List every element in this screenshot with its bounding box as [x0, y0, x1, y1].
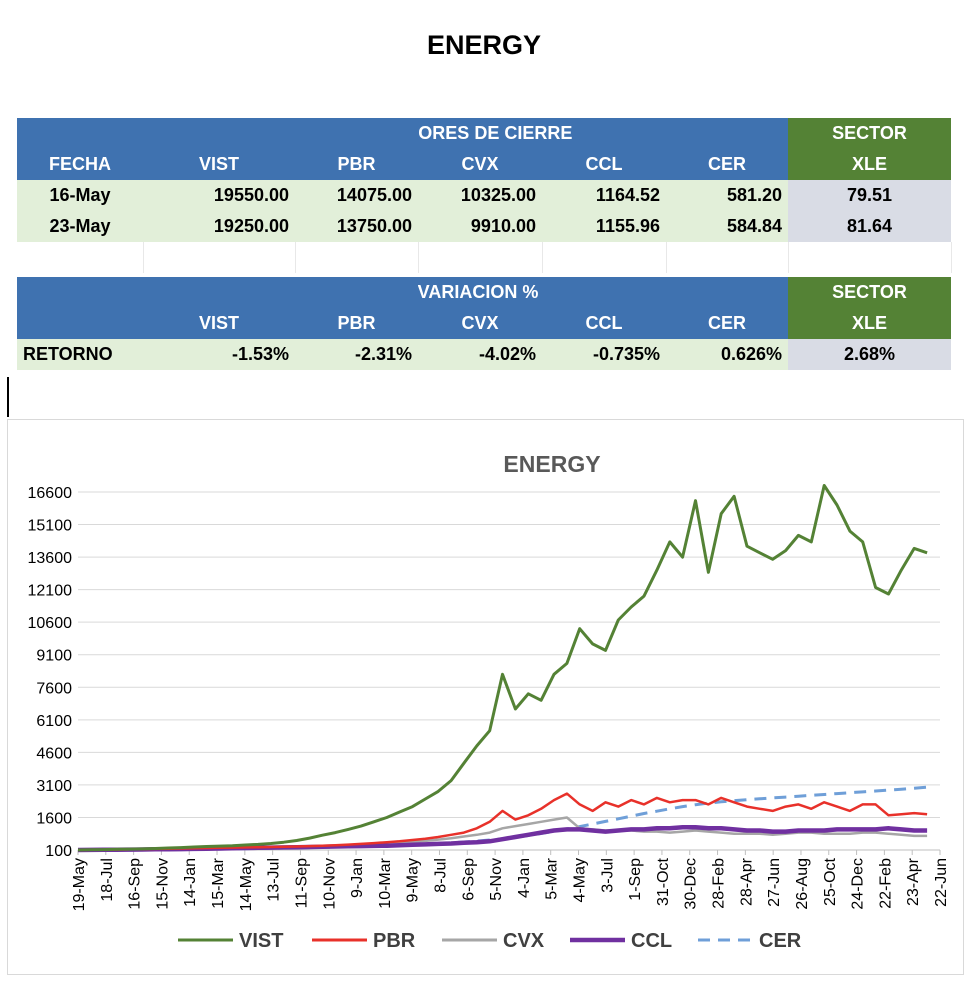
sector-header: SECTOR	[788, 118, 951, 149]
cell-xle: 79.51	[788, 180, 951, 211]
cell-xle: 81.64	[788, 211, 951, 242]
x-tick-label: 14-May	[238, 858, 255, 911]
cell-pbr: -2.31%	[295, 339, 418, 370]
cell-cvx: -4.02%	[418, 339, 542, 370]
col-vist: VIST	[143, 308, 295, 339]
col-cvx: CVX	[418, 149, 542, 180]
x-tick-label: 13-Jul	[266, 858, 283, 902]
table-row: RETORNO -1.53% -2.31% -4.02% -0.735% 0.6…	[17, 339, 951, 370]
y-tick-label: 9100	[36, 648, 72, 665]
x-tick-label: 22-Feb	[877, 858, 894, 909]
y-tick-label: 4600	[36, 745, 72, 762]
cell-cvx: 10325.00	[418, 180, 542, 211]
cell-vist: -1.53%	[143, 339, 295, 370]
x-tick-label: 4-May	[572, 858, 589, 902]
x-tick-label: 16-Sep	[127, 858, 144, 910]
energy-chart: ENERGY 100 1600 3100 4600 6100 7600 9100 10600 1…	[7, 419, 964, 975]
y-tick-label: 7600	[36, 680, 72, 697]
x-tick-label: 22-Jun	[933, 858, 950, 907]
y-tick-label: 100	[45, 843, 72, 860]
x-tick-label: 26-Aug	[794, 858, 811, 910]
chart-title: ENERGY	[503, 451, 600, 477]
sector-xle: XLE	[788, 149, 951, 180]
cell-fecha: 23-May	[17, 211, 143, 242]
col-ccl: CCL	[542, 149, 666, 180]
legend-label-cer: CER	[759, 930, 802, 952]
col-pbr: PBR	[295, 308, 418, 339]
legend-label-vist: VIST	[239, 930, 283, 952]
group-header-variation: VARIACION %	[418, 277, 666, 308]
x-tick-label: 11-Sep	[293, 858, 310, 909]
y-tick-label: 3100	[36, 778, 72, 795]
x-tick-label: 28-Feb	[711, 858, 728, 909]
group-header-closing: VALORES DE CIERRE	[418, 118, 666, 149]
table-row: 23-May 19250.00 13750.00 9910.00 1155.96…	[17, 211, 951, 242]
x-tick-label: 14-Jan	[182, 858, 199, 907]
x-tick-label: 15-Mar	[210, 857, 227, 908]
cell-vist: 19550.00	[143, 180, 295, 211]
table-row: 16-May 19550.00 14075.00 10325.00 1164.5…	[17, 180, 951, 211]
x-tick-label: 3-Jul	[599, 858, 616, 893]
y-tick-label: 1600	[36, 810, 72, 827]
col-cer: CER	[666, 308, 788, 339]
x-tick-label: 1-Sep	[627, 858, 644, 901]
text-cursor	[7, 377, 9, 417]
cell-cer: 581.20	[666, 180, 788, 211]
col-vist: VIST	[143, 149, 295, 180]
series-line-vist	[77, 484, 928, 852]
sector-xle: XLE	[788, 308, 951, 339]
x-tick-label: 18-Jul	[99, 858, 116, 902]
x-tick-label: 23-Apr	[905, 857, 922, 906]
col-pbr: PBR	[295, 149, 418, 180]
y-tick-label: 10600	[28, 615, 73, 632]
series-line-pbr	[77, 792, 928, 852]
closing-values-table: VALORES DE CIERRE SECTOR FECHA VIST PBR …	[17, 118, 952, 273]
page-title: ENERGY	[426, 30, 542, 60]
x-tick-label: 10-Nov	[321, 858, 338, 910]
y-tick-label: 6100	[36, 713, 72, 730]
x-tick-label: 25-Oct	[822, 857, 839, 906]
x-tick-label: 8-Jul	[432, 858, 449, 893]
x-tick-label: 27-Jun	[766, 858, 783, 907]
cell-retorno: RETORNO	[17, 339, 143, 370]
x-tick-label: 28-Apr	[738, 857, 755, 906]
col-cer: CER	[666, 149, 788, 180]
cell-pbr: 13750.00	[295, 211, 418, 242]
y-tick-label: 15100	[28, 518, 73, 535]
y-tick-label: 16600	[28, 485, 73, 502]
col-ccl: CCL	[542, 308, 666, 339]
col-fecha: FECHA	[17, 149, 143, 180]
legend-label-cvx: CVX	[503, 930, 545, 952]
cell-cvx: 9910.00	[418, 211, 542, 242]
x-tick-label: 9-Jan	[349, 858, 366, 898]
variation-table: VARIACION % SECTOR VIST PBR CVX CCL CER …	[17, 277, 951, 370]
cell-xle: 2.68%	[788, 339, 951, 370]
x-tick-label: 24-Dec	[850, 858, 867, 910]
y-tick-label: 13600	[28, 550, 73, 567]
cell-ccl: -0.735%	[542, 339, 666, 370]
x-tick-label: 5-Mar	[544, 857, 561, 899]
legend-label-ccl: CCL	[631, 930, 672, 952]
x-tick-label: 4-Jan	[516, 858, 533, 898]
col-cvx: CVX	[418, 308, 542, 339]
chart-svg: ENERGY 100 1600 3100 4600 6100 7600 9100 10600 1…	[28, 451, 951, 952]
x-tick-label: 31-Oct	[655, 857, 672, 906]
cell-cer: 584.84	[666, 211, 788, 242]
cell-cer: 0.626%	[666, 339, 788, 370]
x-tick-label: 19-May	[71, 858, 88, 911]
cell-pbr: 14075.00	[295, 180, 418, 211]
x-tick-label: 10-Mar	[377, 857, 394, 908]
sector-header: SECTOR	[788, 277, 951, 308]
cell-ccl: 1164.52	[542, 180, 666, 211]
x-tick-label: 6-Sep	[460, 858, 477, 901]
x-tick-label: 30-Dec	[683, 858, 700, 910]
y-tick-label: 12100	[28, 583, 73, 600]
legend-label-pbr: PBR	[373, 930, 416, 952]
cell-vist: 19250.00	[143, 211, 295, 242]
cell-fecha: 16-May	[17, 180, 143, 211]
x-tick-label: 15-Nov	[154, 858, 171, 910]
cell-ccl: 1155.96	[542, 211, 666, 242]
x-tick-label: 9-May	[405, 858, 422, 902]
x-tick-label: 5-Nov	[488, 858, 505, 901]
